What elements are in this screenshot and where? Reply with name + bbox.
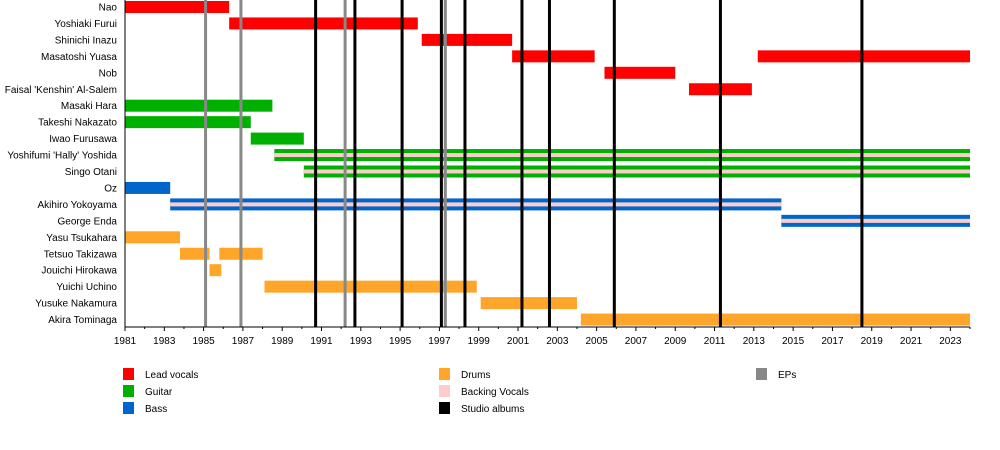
x-tick-label: 1991 (310, 336, 333, 347)
member-label: Yuichi Uchino (56, 282, 117, 293)
bar-drums (264, 280, 477, 293)
member-label: Oz (104, 183, 117, 194)
member-label: Akira Tominaga (48, 315, 117, 326)
x-axis: 1981 1983 1985 1987 1989 1991 1993 1995 1997 1999… (114, 0, 971, 347)
release-lines (204, 0, 864, 327)
x-tick-label: 1985 (192, 336, 215, 347)
bar-lead-vocals (757, 50, 970, 63)
bar-guitar (125, 99, 273, 112)
bar-secondary-backing-vocals (781, 218, 970, 223)
legend-label: Studio albums (461, 404, 524, 415)
x-tick-label: 2013 (743, 336, 766, 347)
x-tick-label: 1997 (428, 336, 451, 347)
x-tick-label: 1999 (468, 336, 491, 347)
member-label: Masatoshi Yuasa (41, 52, 117, 63)
member-label: Yoshiaki Furui (55, 19, 117, 30)
member-label: Singo Otani (65, 167, 117, 178)
x-tick-label: 1995 (389, 336, 412, 347)
legend-label: Guitar (145, 387, 173, 398)
bar-drums (180, 247, 210, 260)
legend-label: Backing Vocals (461, 387, 529, 398)
member-label: Takeshi Nakazato (38, 118, 117, 129)
x-tick-label: 2023 (939, 336, 962, 347)
x-tick-label: 1983 (153, 336, 176, 347)
legend-label: EPs (778, 370, 796, 381)
bar-drums (125, 231, 181, 244)
bar-lead-vocals (125, 1, 230, 13)
legend-swatch (123, 368, 134, 380)
bar-drums (580, 313, 970, 326)
x-tick-label: 2007 (625, 336, 648, 347)
member-label: Iwao Furusawa (49, 134, 117, 145)
bar-lead-vocals (421, 33, 513, 46)
member-label: Jouichi Hirokawa (41, 266, 117, 277)
bar-guitar (250, 132, 304, 145)
x-tick-label: 1989 (271, 336, 294, 347)
member-label: Nob (99, 68, 118, 79)
member-labels: Nao Yoshiaki Furui Shinichi Inazu Masatoshi… (5, 3, 118, 327)
bar-bass (125, 181, 171, 194)
member-label: Yasu Tsukahara (46, 233, 117, 244)
x-tick-label: 2005 (586, 336, 609, 347)
x-tick-label: 2011 (704, 336, 726, 347)
member-label: George Enda (58, 216, 118, 227)
member-label: Yoshifumi 'Hally' Yoshida (7, 151, 117, 162)
member-label: Akihiro Yokoyama (38, 200, 118, 211)
legend-label: Lead vocals (145, 370, 198, 381)
bar-drums (480, 297, 577, 310)
legend-label: Drums (461, 370, 490, 381)
member-label: Shinichi Inazu (55, 35, 117, 46)
member-label: Nao (99, 3, 118, 14)
x-tick-label: 2017 (821, 336, 844, 347)
legend-swatch (123, 402, 134, 414)
legend-label: Bass (145, 404, 167, 415)
bar-lead-vocals (512, 50, 595, 63)
bar-secondary-backing-vocals (274, 153, 970, 158)
legend: Lead vocals Guitar Bass Drums Backing Vocals… (123, 368, 796, 415)
x-tick-label: 2019 (861, 336, 884, 347)
x-tick-label: 1981 (114, 336, 137, 347)
member-label: Yusuke Nakamura (35, 299, 117, 310)
bar-guitar (125, 116, 251, 129)
bar-secondary-backing-vocals (303, 169, 971, 174)
bar-lead-vocals (229, 17, 418, 30)
legend-swatch (439, 385, 450, 397)
bar-secondary-backing-vocals (170, 202, 782, 207)
member-label: Masaki Hara (61, 101, 118, 112)
x-tick-label: 2003 (546, 336, 569, 347)
x-tick-label: 2015 (782, 336, 805, 347)
member-label: Tetsuo Takizawa (44, 249, 118, 260)
x-tick-label: 1993 (350, 336, 373, 347)
x-tick-label: 2009 (664, 336, 687, 347)
x-tick-label: 2001 (507, 336, 530, 347)
legend-swatch (123, 385, 134, 397)
bar-lead-vocals (604, 66, 676, 79)
x-tick-label: 1987 (232, 336, 255, 347)
member-label: Faisal 'Kenshin' Al-Salem (5, 85, 117, 96)
x-tick-label: 2021 (900, 336, 923, 347)
legend-swatch (756, 368, 767, 380)
bar-drums (209, 264, 222, 277)
member-bars (125, 1, 971, 326)
legend-swatch (439, 368, 450, 380)
legend-swatch (439, 402, 450, 414)
